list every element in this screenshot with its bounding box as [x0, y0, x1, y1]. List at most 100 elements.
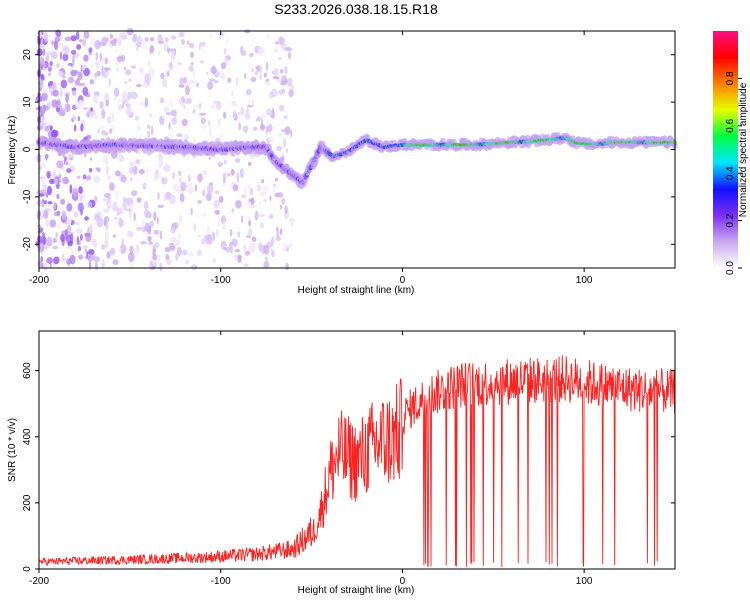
colorbar-tick-label: 0.4 [725, 166, 736, 180]
colorbar-tick: 0.4 [725, 166, 742, 180]
spectrogram-speckle [87, 201, 93, 208]
spectrogram-speckle [41, 88, 48, 94]
spectrogram-speckle [213, 200, 220, 209]
spectrogram-x-tick-label: 0 [400, 275, 406, 286]
spectrogram-speckle [212, 65, 216, 72]
spectrogram-speckle [128, 78, 131, 82]
spectrogram-speckle [190, 62, 194, 66]
snr-x-tick: -100 [211, 331, 231, 587]
spectrogram-speckle [85, 233, 92, 243]
spectrogram-speckle [148, 68, 155, 76]
spectrogram-speckle [127, 230, 134, 238]
spectrogram-speckle [175, 252, 179, 261]
spectrogram-speckle [234, 249, 241, 253]
spectrogram-speckle [240, 50, 247, 57]
spectrogram-speckle [53, 211, 58, 216]
spectrogram-speckle [258, 201, 261, 207]
spectrogram-speckle [41, 209, 45, 215]
snr-x-tick-label: 0 [400, 576, 406, 587]
spectrogram-speckle [101, 259, 105, 269]
spectrogram-speckle [227, 77, 232, 83]
spectrogram-speckle [279, 104, 285, 112]
spectrogram-speckle [76, 228, 83, 234]
spectrogram-speckle [193, 222, 196, 232]
spectrogram-speckle [75, 31, 80, 40]
spectrogram-speckle [220, 133, 223, 140]
spectrogram-speckle [74, 211, 79, 218]
spectrogram-speckle [75, 101, 80, 109]
spectrogram-speckle [75, 221, 81, 226]
spectrogram-speckle [205, 239, 213, 245]
spectrogram-speckle [115, 48, 118, 52]
spectrogram-speckle [217, 218, 221, 228]
spectrogram-speckle [263, 198, 267, 202]
spectrogram-speckle [163, 195, 167, 202]
spectrogram-speckle [170, 226, 177, 234]
spectrogram-speckle [263, 244, 270, 255]
spectrogram-y-tick-label: 10 [22, 96, 33, 108]
spectrogram-speckle [201, 238, 207, 245]
spectrogram-speckle [179, 77, 185, 85]
spectrogram-speckle [135, 159, 141, 165]
snr-x-tick: -200 [29, 331, 49, 587]
spectrogram-speckle [196, 249, 202, 257]
spectrogram-speckle [168, 242, 175, 251]
snr-line [38, 355, 676, 568]
colorbar-tick-label: 0.0 [725, 261, 736, 275]
spectrogram-speckle [197, 173, 203, 183]
spectrogram-speckle [114, 216, 117, 220]
spectrogram-y-tick-label: -20 [22, 237, 33, 252]
spectrogram-speckle [60, 198, 66, 205]
spectrogram-speckle [160, 72, 165, 80]
spectrogram-speckle [94, 39, 101, 50]
spectrogram-speckle [125, 197, 133, 202]
spectrogram-speckle [42, 184, 48, 192]
spectrogram-speckle [80, 123, 84, 132]
spectrogram-speckle [208, 156, 211, 161]
colorbar-gradient [713, 31, 738, 268]
spectrogram-speckle [41, 176, 47, 187]
spectrogram-speckle [101, 108, 106, 119]
spectrogram-speckle [178, 84, 185, 88]
spectrogram-speckle [243, 72, 247, 79]
spectrogram-y-tick: 0 [22, 146, 675, 152]
spectrogram-speckle [173, 221, 179, 229]
spectrogram-speckle [250, 76, 257, 83]
spectrogram-speckle [236, 172, 240, 183]
spectrogram-speckle [279, 204, 283, 210]
spectrogram-speckle [88, 47, 93, 54]
spectrogram-speckle [157, 254, 161, 262]
spectrogram-speckle [117, 55, 123, 63]
spectrogram-speckle [163, 106, 170, 113]
spectrogram-speckle [227, 172, 231, 177]
spectrogram-x-tick: 0 [400, 31, 406, 286]
spectrogram-speckle [61, 210, 67, 220]
spectrogram-speckle [40, 120, 47, 128]
spectrogram-speckle [47, 66, 52, 72]
spectrogram-speckle [241, 170, 245, 176]
colorbar-tick-label: 0.6 [725, 118, 736, 132]
spectrogram-speckle [188, 42, 195, 49]
spectrogram-speckle [261, 179, 265, 184]
spectrogram-speckle [60, 233, 65, 242]
spectrogram-speckle [45, 120, 53, 126]
spectrogram-speckle [258, 242, 263, 252]
spectrogram-speckle [78, 82, 86, 87]
spectrogram-speckle [240, 106, 245, 115]
spectrogram-speckle [144, 73, 152, 84]
spectrogram-speckle [131, 93, 137, 99]
spectrogram-speckle [54, 178, 59, 186]
spectrogram-speckle [223, 247, 227, 251]
spectrogram-speckle [138, 169, 145, 175]
spectrogram-speckle [213, 80, 219, 84]
spectrogram-speckle [166, 48, 174, 52]
spectrogram-speckle [248, 220, 252, 227]
spectrogram-speckle [263, 261, 270, 268]
spectrogram-speckle [246, 183, 252, 190]
spectrogram-speckle [259, 64, 263, 75]
spectrogram-speckle [82, 174, 87, 180]
spectrogram-y-tick: -20 [22, 237, 675, 252]
spectrogram-speckle [134, 246, 140, 255]
spectrogram-speckle [278, 133, 283, 137]
